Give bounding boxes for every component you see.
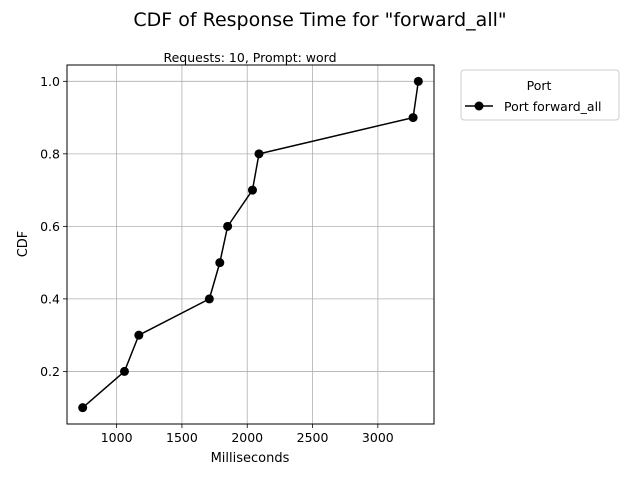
- y-tick-label: 0.4: [40, 291, 60, 306]
- legend-label: Port forward_all: [504, 99, 602, 114]
- data-point: [119, 366, 129, 376]
- series-line: [82, 81, 420, 409]
- plot-frame: [66, 64, 435, 425]
- data-point: [78, 403, 88, 413]
- x-tick-label: 1000: [101, 430, 133, 445]
- axis-ticks: 1000 1500 2000 2500 3000 0.2 0.4 0.6 0.8 1.0: [40, 74, 394, 445]
- y-tick-label: 0.6: [40, 219, 60, 234]
- legend-title: Port: [527, 78, 552, 93]
- legend-marker: [474, 101, 484, 111]
- data-point: [413, 76, 423, 86]
- data-point: [215, 258, 225, 268]
- y-tick-label: 0.8: [40, 146, 60, 161]
- plot-area: 1000 1500 2000 2500 3000 0.2 0.4 0.6 0.8 1.0: [40, 64, 435, 445]
- data-point: [254, 149, 264, 159]
- chart-subtitle: Requests: 10, Prompt: word: [163, 50, 336, 65]
- chart-title: CDF of Response Time for "forward_all": [133, 9, 506, 31]
- data-point: [204, 294, 214, 304]
- x-tick-label: 1500: [166, 430, 198, 445]
- y-tick-label: 1.0: [40, 74, 60, 89]
- data-point: [223, 221, 233, 231]
- legend: Port Port forward_all: [460, 69, 620, 121]
- y-axis-label: CDF: [16, 231, 31, 258]
- x-tick-label: 2000: [231, 430, 263, 445]
- series-group: [78, 76, 423, 413]
- x-axis-label: Milliseconds: [211, 451, 290, 466]
- data-point: [247, 185, 257, 195]
- x-tick-label: 3000: [362, 430, 394, 445]
- y-tick-label: 0.2: [40, 364, 60, 379]
- data-point: [408, 113, 418, 123]
- x-tick-label: 2500: [297, 430, 329, 445]
- legend-box: [460, 69, 620, 121]
- data-point: [134, 330, 144, 340]
